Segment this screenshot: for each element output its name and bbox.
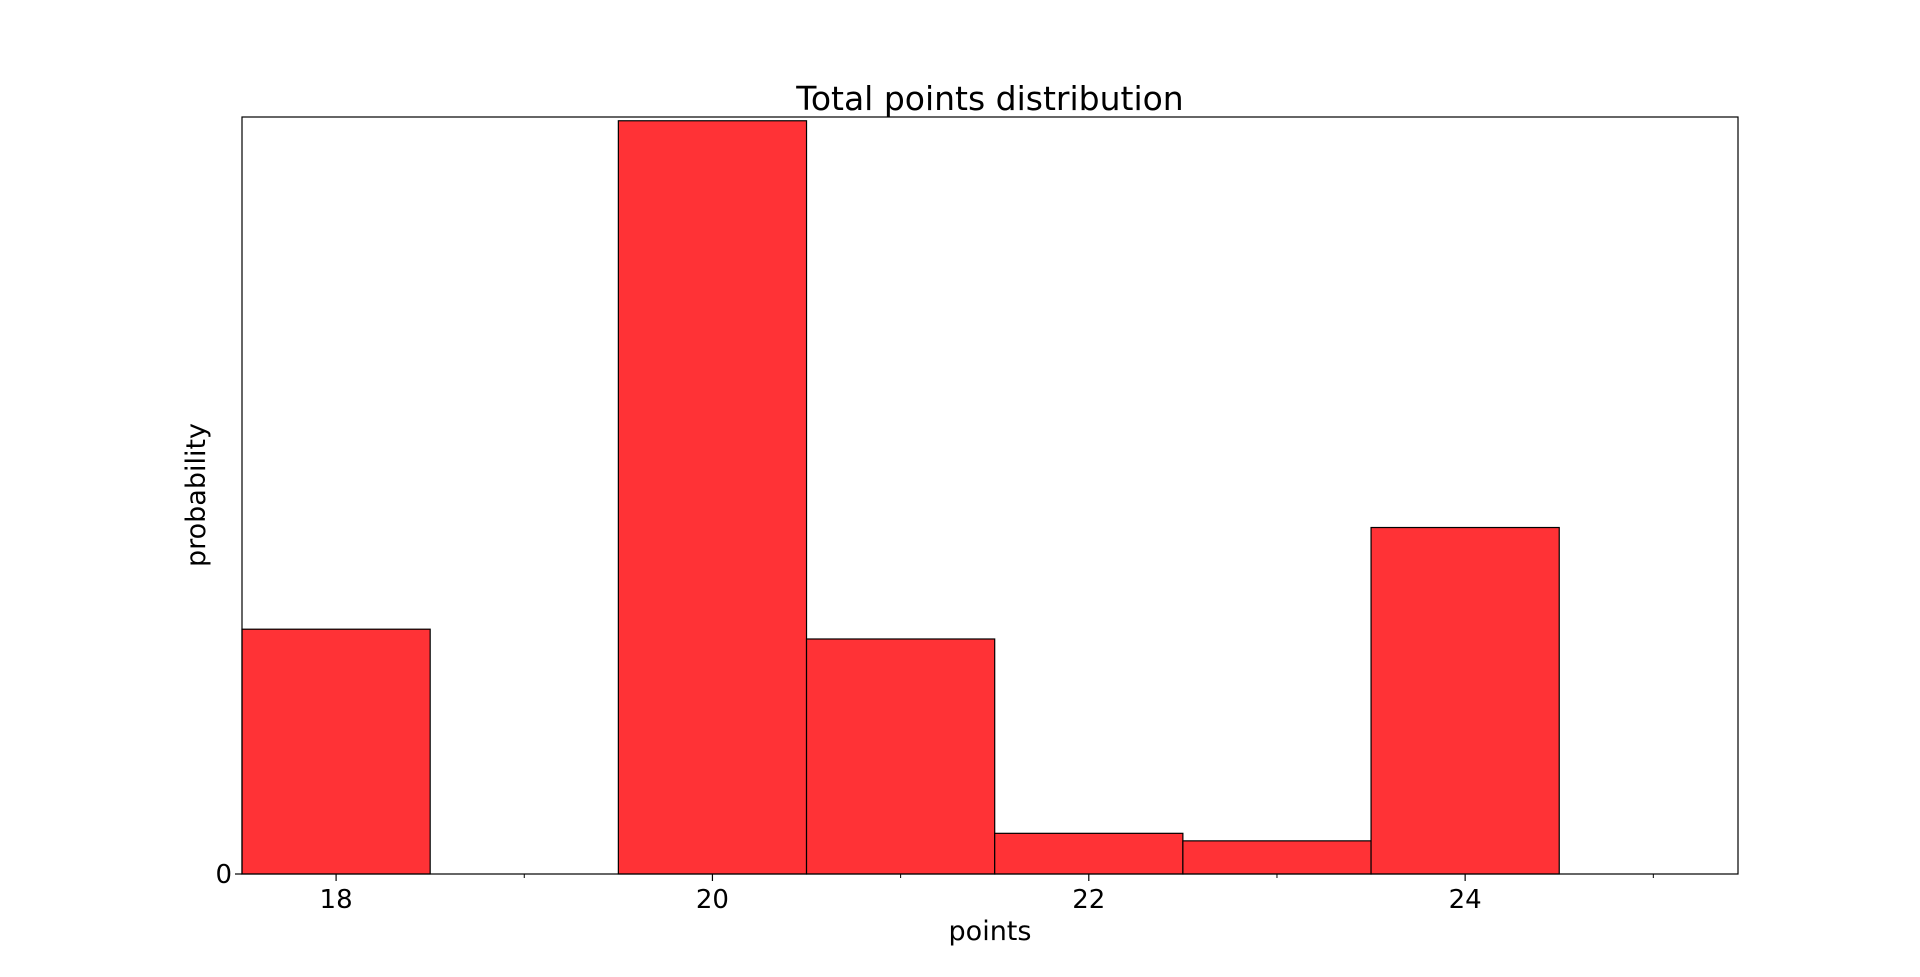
plot-frame [241, 116, 1739, 875]
x-tick-label-20: 20 [696, 885, 729, 915]
histogram-bar-23 [1182, 840, 1372, 875]
histogram-bar-24 [1370, 526, 1560, 875]
histogram-bar-21 [805, 638, 996, 875]
y-tick-label-0: 0 [215, 860, 232, 890]
histogram-bar-20 [617, 120, 808, 875]
bars-group [241, 120, 1560, 875]
y-axis-ticks: 0 [215, 860, 242, 890]
x-tick-label-24: 24 [1449, 885, 1482, 915]
x-tick-label-22: 22 [1072, 885, 1105, 915]
x-axis-label: points [949, 916, 1032, 947]
x-axis-ticks: 18 20 22 24 [320, 874, 1654, 915]
histogram-bar-18 [241, 628, 431, 875]
x-tick-label-18: 18 [320, 885, 353, 915]
chart-title: Total points distribution [795, 79, 1183, 118]
histogram-bar-22 [994, 832, 1184, 875]
y-axis-label: probability [181, 423, 212, 567]
